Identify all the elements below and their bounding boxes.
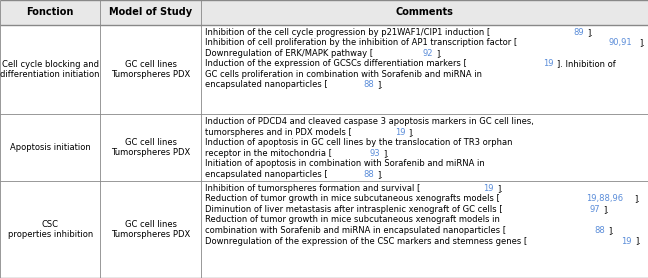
Text: ].: ]. bbox=[635, 237, 641, 245]
Text: 88: 88 bbox=[364, 80, 375, 90]
Text: ].: ]. bbox=[639, 38, 645, 47]
Text: ].: ]. bbox=[383, 149, 389, 158]
Text: 19: 19 bbox=[395, 128, 406, 136]
Text: 89: 89 bbox=[573, 28, 584, 37]
Text: Initiation of apoptosis in combination with Sorafenib and miRNA in: Initiation of apoptosis in combination w… bbox=[205, 159, 485, 168]
Text: GC cell lines
Tumorspheres PDX: GC cell lines Tumorspheres PDX bbox=[111, 138, 191, 157]
Text: GC cell lines
Tumorspheres PDX: GC cell lines Tumorspheres PDX bbox=[111, 220, 191, 239]
Text: 19: 19 bbox=[543, 59, 554, 68]
Text: tumorspheres and in PDX models [: tumorspheres and in PDX models [ bbox=[205, 128, 353, 136]
Text: Induction of the expression of GCSCs differentiation markers [: Induction of the expression of GCSCs dif… bbox=[205, 59, 467, 68]
Text: receptor in the mitochondria [: receptor in the mitochondria [ bbox=[205, 149, 332, 158]
Text: CSC
properties inhibition: CSC properties inhibition bbox=[8, 220, 93, 239]
Text: ].: ]. bbox=[408, 128, 414, 136]
Text: 19,88,96: 19,88,96 bbox=[586, 194, 623, 203]
Bar bbox=[0, 0, 648, 25]
Text: ].: ]. bbox=[587, 28, 593, 37]
Text: Comments: Comments bbox=[395, 8, 454, 18]
Text: encapsulated nanoparticles [: encapsulated nanoparticles [ bbox=[205, 80, 328, 90]
Text: Apoptosis initiation: Apoptosis initiation bbox=[10, 143, 91, 152]
Text: Diminution of liver metastasis after intrasplenic xenograft of GC cells [: Diminution of liver metastasis after int… bbox=[205, 205, 503, 214]
Text: Downregulation of the expression of the CSC markers and stemness genes [: Downregulation of the expression of the … bbox=[205, 237, 527, 245]
Text: GC cell lines
Tumorspheres PDX: GC cell lines Tumorspheres PDX bbox=[111, 60, 191, 79]
Text: ].: ]. bbox=[436, 49, 442, 58]
Text: ].: ]. bbox=[634, 194, 640, 203]
Text: Inhibition of cell proliferation by the inhibition of AP1 transcription factor [: Inhibition of cell proliferation by the … bbox=[205, 38, 518, 47]
Text: ].: ]. bbox=[608, 226, 614, 235]
Text: Induction of apoptosis in GC cell lines by the translocation of TR3 orphan: Induction of apoptosis in GC cell lines … bbox=[205, 138, 513, 147]
Text: 19: 19 bbox=[621, 237, 632, 245]
Text: Reduction of tumor growth in mice subcutaneous xenograft models in: Reduction of tumor growth in mice subcut… bbox=[205, 215, 500, 224]
Text: ]. Inhibition of: ]. Inhibition of bbox=[557, 59, 616, 68]
Text: Inhibition of tumorspheres formation and survival [: Inhibition of tumorspheres formation and… bbox=[205, 184, 421, 193]
Text: Inhibition of the cell cycle progression by p21WAF1/CIP1 induction [: Inhibition of the cell cycle progression… bbox=[205, 28, 491, 37]
Text: combination with Sorafenib and miRNA in encapsulated nanoparticles [: combination with Sorafenib and miRNA in … bbox=[205, 226, 507, 235]
Text: Model of Study: Model of Study bbox=[109, 8, 192, 18]
Text: Fonction: Fonction bbox=[27, 8, 74, 18]
Text: encapsulated nanoparticles [: encapsulated nanoparticles [ bbox=[205, 170, 328, 179]
Text: Cell cycle blocking and
differentiation initiation: Cell cycle blocking and differentiation … bbox=[1, 60, 100, 79]
Text: ].: ]. bbox=[378, 170, 384, 179]
Text: GC cells proliferation in combination with Sorafenib and miRNA in: GC cells proliferation in combination wi… bbox=[205, 70, 482, 79]
Text: 97: 97 bbox=[590, 205, 600, 214]
Text: 90,91: 90,91 bbox=[608, 38, 632, 47]
Text: ].: ]. bbox=[497, 184, 503, 193]
Text: 93: 93 bbox=[369, 149, 380, 158]
Text: ].: ]. bbox=[603, 205, 609, 214]
Text: Induction of PDCD4 and cleaved caspase 3 apoptosis markers in GC cell lines,: Induction of PDCD4 and cleaved caspase 3… bbox=[205, 117, 535, 126]
Text: 92: 92 bbox=[422, 49, 433, 58]
Text: ].: ]. bbox=[378, 80, 384, 90]
Text: Reduction of tumor growth in mice subcutaneous xenografts models [: Reduction of tumor growth in mice subcut… bbox=[205, 194, 500, 203]
Text: 19: 19 bbox=[483, 184, 494, 193]
Text: 88: 88 bbox=[594, 226, 605, 235]
Text: Downregulation of ERK/MAPK pathway [: Downregulation of ERK/MAPK pathway [ bbox=[205, 49, 373, 58]
Text: 88: 88 bbox=[364, 170, 375, 179]
